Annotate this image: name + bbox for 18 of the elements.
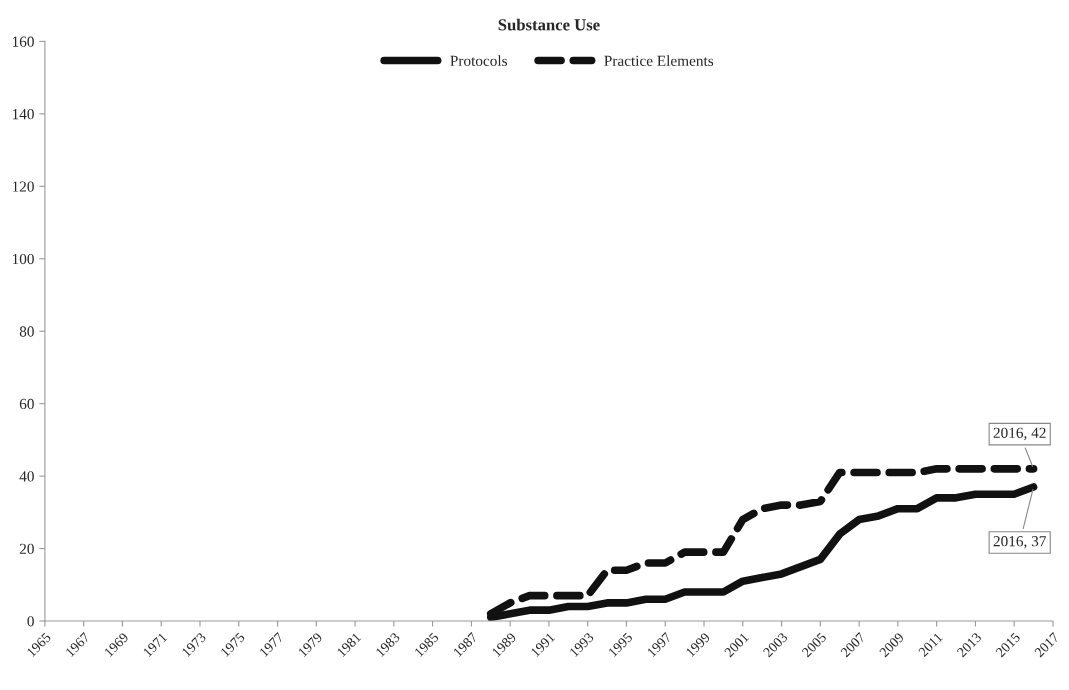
y-tick-label: 140 <box>12 108 34 120</box>
legend-label: Practice Elements <box>604 55 714 66</box>
x-tick-label: 1981 <box>336 632 362 658</box>
y-tick-label: 20 <box>19 543 34 554</box>
legend-label: Protocols <box>450 55 508 66</box>
y-tick-label: 40 <box>19 471 34 482</box>
chart-title: Substance Use <box>498 18 600 31</box>
x-tick-label: 1971 <box>142 632 168 658</box>
y-tick-label: 160 <box>12 36 34 47</box>
annotation: 2016, 42 <box>993 427 1046 441</box>
y-tick-label: 120 <box>12 181 34 192</box>
annotation: 2016, 37 <box>993 536 1046 549</box>
x-tick-label: 2011 <box>918 632 943 658</box>
y-tick-label: 60 <box>19 398 34 410</box>
y-tick-label: 0 <box>27 616 34 627</box>
x-tick-label: 1991 <box>530 632 556 658</box>
y-tick-label: 100 <box>12 253 34 265</box>
y-tick-label: 80 <box>19 326 34 337</box>
